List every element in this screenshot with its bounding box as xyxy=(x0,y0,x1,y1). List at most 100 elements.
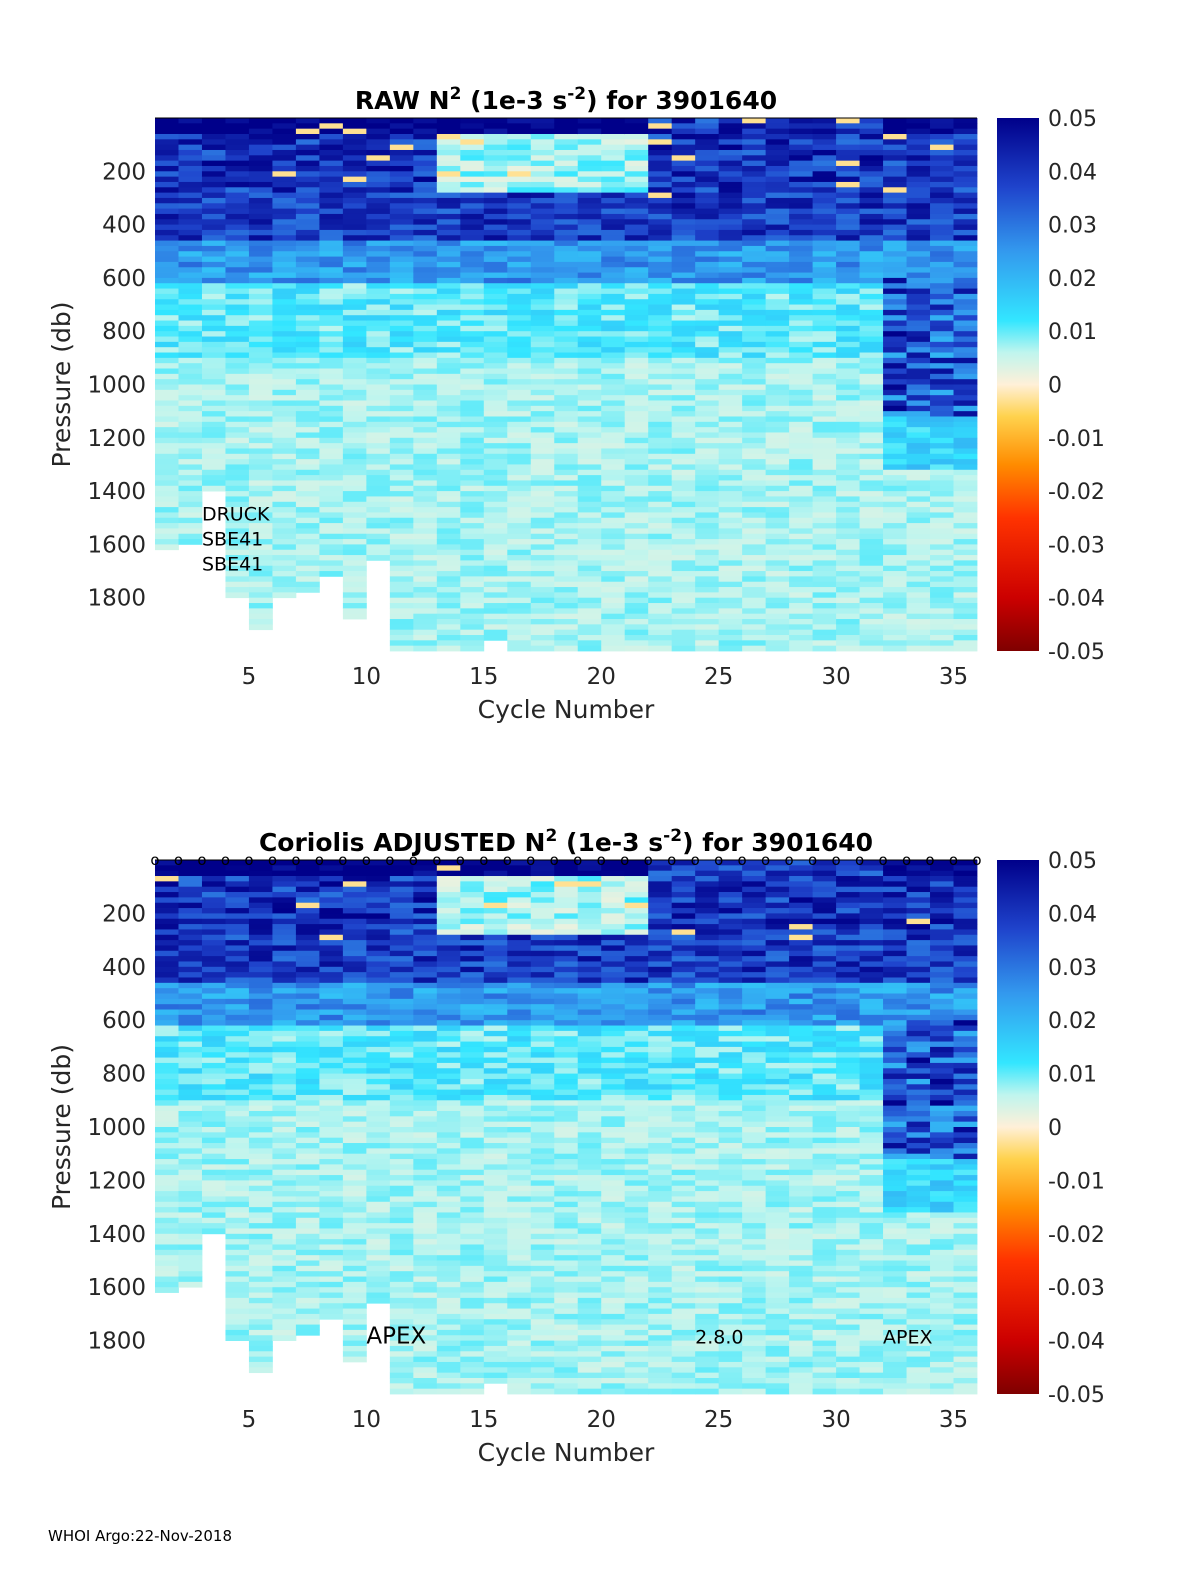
heatmap-cell xyxy=(906,432,931,439)
heatmap-cell xyxy=(530,961,555,968)
heatmap-cell xyxy=(272,235,297,241)
heatmap-cell xyxy=(507,1207,532,1213)
heatmap-cell xyxy=(436,288,461,295)
heatmap-cell xyxy=(483,491,508,497)
heatmap-cell xyxy=(530,966,555,973)
heatmap-cell xyxy=(460,876,485,882)
heatmap-cell xyxy=(178,950,203,957)
heatmap-cell xyxy=(272,261,297,268)
heatmap-cell xyxy=(742,432,767,439)
heatmap-cell xyxy=(436,565,461,572)
heatmap-cell xyxy=(577,245,602,252)
heatmap-cell xyxy=(272,1271,297,1277)
heatmap-cell xyxy=(389,1292,414,1299)
heatmap-cell xyxy=(389,512,414,519)
heatmap-cell xyxy=(389,475,414,481)
heatmap-cell xyxy=(601,592,626,599)
heatmap-cell xyxy=(930,480,954,487)
heatmap-cells xyxy=(155,118,978,652)
heatmap-cell xyxy=(530,325,555,332)
heatmap-cell xyxy=(272,203,297,210)
heatmap-cell xyxy=(695,395,720,401)
heatmap-cell xyxy=(483,533,508,540)
heatmap-cell xyxy=(460,1110,485,1117)
heatmap-cell xyxy=(812,613,837,620)
heatmap-cell xyxy=(906,565,931,572)
heatmap-cell xyxy=(836,464,860,471)
heatmap-cell xyxy=(554,1057,579,1064)
heatmap-cell xyxy=(507,1041,532,1048)
heatmap-cell xyxy=(883,256,907,263)
heatmap-cell xyxy=(155,229,179,236)
heatmap-cell xyxy=(530,251,555,257)
heatmap-cell xyxy=(859,523,884,529)
heatmap-cell xyxy=(906,555,931,561)
heatmap-cell xyxy=(483,1217,508,1224)
y-tick-label: 600 xyxy=(102,266,146,292)
heatmap-cell xyxy=(389,283,414,289)
heatmap-cell xyxy=(507,619,532,625)
heatmap-cell xyxy=(436,956,461,962)
heatmap-cell xyxy=(225,373,250,380)
heatmap-cell xyxy=(319,555,344,561)
heatmap-cell xyxy=(436,118,461,124)
heatmap-cell xyxy=(530,1303,555,1309)
heatmap-cell xyxy=(671,293,696,300)
heatmap-cell xyxy=(295,272,320,279)
heatmap-cell xyxy=(413,485,438,492)
heatmap-cell xyxy=(859,533,884,540)
heatmap-cell xyxy=(530,309,555,316)
heatmap-cell xyxy=(413,555,438,561)
heatmap-cell xyxy=(389,293,414,300)
heatmap-cell xyxy=(483,1265,508,1272)
heatmap-cell xyxy=(413,902,438,909)
heatmap-cell xyxy=(648,448,673,455)
heatmap-cell xyxy=(530,603,555,609)
heatmap-cell xyxy=(272,373,297,380)
heatmap-cell xyxy=(178,961,203,968)
heatmap-cell xyxy=(413,325,438,332)
heatmap-cell xyxy=(201,453,226,460)
heatmap-cell xyxy=(436,139,461,146)
heatmap-cell xyxy=(507,1281,532,1288)
heatmap-cell xyxy=(413,1084,438,1091)
heatmap-cell xyxy=(155,240,179,247)
heatmap-cell xyxy=(460,453,485,460)
heatmap-cell xyxy=(413,1388,438,1395)
heatmap-cell xyxy=(953,240,978,247)
heatmap-cell xyxy=(460,149,485,156)
heatmap-cell xyxy=(225,1143,250,1149)
heatmap-cell xyxy=(178,123,203,130)
x-tick-label: 35 xyxy=(939,664,968,690)
heatmap-cell xyxy=(577,373,602,380)
heatmap-cell xyxy=(295,1239,320,1245)
heatmap-cell xyxy=(530,977,555,984)
heatmap-cell xyxy=(930,437,954,444)
heatmap-cell xyxy=(953,368,978,375)
heatmap-cell xyxy=(789,187,813,194)
heatmap-cell xyxy=(742,304,767,311)
heatmap-cell xyxy=(389,913,414,920)
heatmap-cell xyxy=(460,496,485,503)
heatmap-cell xyxy=(530,560,555,567)
heatmap-cell xyxy=(836,293,860,300)
heatmap-cell xyxy=(859,480,884,487)
heatmap-cell xyxy=(624,496,649,503)
heatmap-cell xyxy=(460,998,485,1005)
heatmap-cell xyxy=(248,603,273,609)
heatmap-cell xyxy=(413,1041,438,1048)
heatmap-cell xyxy=(507,929,532,936)
heatmap-cell xyxy=(695,347,720,353)
heatmap-cell xyxy=(718,469,743,476)
heatmap-cell xyxy=(436,1009,461,1016)
heatmap-cell xyxy=(883,240,907,247)
heatmap-cell xyxy=(295,181,320,188)
heatmap-cell xyxy=(155,459,179,465)
heatmap-cell xyxy=(413,176,438,183)
heatmap-cell xyxy=(859,357,884,364)
heatmap-cell xyxy=(507,1313,532,1320)
heatmap-cell xyxy=(624,256,649,263)
heatmap-cell xyxy=(507,908,532,914)
heatmap-cell xyxy=(789,133,813,140)
heatmap-cell xyxy=(319,400,344,407)
